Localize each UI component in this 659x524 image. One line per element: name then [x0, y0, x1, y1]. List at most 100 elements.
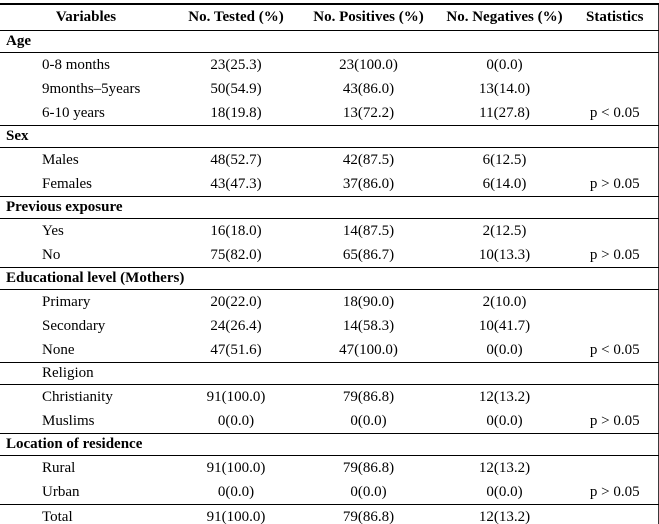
- cell-negatives: 6(12.5): [482, 151, 527, 168]
- column-header-variables: Variables: [0, 4, 172, 31]
- cell-positives: 37(86.0): [342, 175, 395, 192]
- cell-positives: 13(72.2): [342, 104, 395, 121]
- column-header-no-positives: No. Positives (%): [300, 4, 437, 31]
- table-row: Urban 0(0.0) 0(0.0) 0(0.0) p > 0.05: [0, 480, 658, 505]
- cell-tested: 18(19.8): [210, 104, 262, 121]
- cell-statistics: p > 0.05: [589, 412, 640, 429]
- cell-tested: 43(47.3): [210, 175, 262, 192]
- table-row: Primary 20(22.0) 18(90.0) 2(10.0): [0, 290, 658, 315]
- section-header-label: Location of residence: [0, 433, 658, 456]
- cell-statistics: p < 0.05: [589, 341, 640, 358]
- column-header-no-tested: No. Tested (%): [172, 4, 300, 31]
- cell-label: 0-8 months: [42, 56, 110, 73]
- cell-tested: 50(54.9): [210, 80, 262, 97]
- table-row: Christianity 91(100.0) 79(86.8) 12(13.2): [0, 385, 658, 410]
- cell-tested: 0(0.0): [217, 483, 255, 500]
- cell-negatives: 10(13.3): [478, 246, 531, 263]
- cell-positives: 18(90.0): [342, 293, 395, 310]
- cell-negatives: 0(0.0): [486, 412, 523, 429]
- cell-tested: 23(25.3): [210, 56, 262, 73]
- cell-negatives: 6(14.0): [482, 175, 527, 192]
- table-row: Rural 91(100.0) 79(86.8) 12(13.2): [0, 456, 658, 481]
- table-row: Females 43(47.3) 37(86.0) 6(14.0) p > 0.05: [0, 172, 658, 197]
- cell-label: Muslims: [42, 412, 95, 429]
- cell-positives: 79(86.8): [342, 388, 395, 405]
- table-body: Age 0-8 months 23(25.3) 23(100.0) 0(0.0) 9mon…: [0, 30, 658, 524]
- table-row: No 75(82.0) 65(86.7) 10(13.3) p > 0.05: [0, 243, 658, 268]
- section-header-label: Age: [0, 30, 658, 53]
- cell-positives: 14(58.3): [342, 317, 395, 334]
- cell-negatives: 2(12.5): [482, 222, 527, 239]
- cell-tested: 75(82.0): [210, 246, 262, 263]
- cell-negatives: 2(10.0): [482, 293, 527, 310]
- table-row: None 47(51.6) 47(100.0) 0(0.0) p < 0.05: [0, 338, 658, 363]
- cell-statistics: p < 0.05: [589, 104, 640, 121]
- cell-tested: 47(51.6): [210, 341, 262, 358]
- cell-positives: 79(86.8): [300, 504, 437, 524]
- cell-positives: 47(100.0): [339, 341, 398, 358]
- cell-tested: 24(26.4): [210, 317, 262, 334]
- cell-statistics: [572, 53, 658, 78]
- cell-negatives: 12(13.2): [478, 388, 531, 405]
- cell-label: 9months–5years: [42, 80, 141, 97]
- section-header-label: Previous exposure: [0, 196, 658, 219]
- cell-label: Urban: [42, 483, 80, 500]
- cell-statistics: [572, 219, 658, 244]
- column-header-statistics: Statistics: [572, 4, 658, 31]
- cell-statistics: [572, 504, 658, 524]
- cell-tested: 91(100.0): [206, 459, 266, 476]
- cell-negatives: 10(41.7): [478, 317, 531, 334]
- section-header-row: Educational level (Mothers): [0, 267, 658, 290]
- cell-positives: 23(100.0): [339, 56, 398, 73]
- cell-label: Secondary: [42, 317, 106, 334]
- cell-tested: 16(18.0): [210, 222, 262, 239]
- table-row: Males 48(52.7) 42(87.5) 6(12.5): [0, 148, 658, 173]
- cell-tested: 0(0.0): [217, 412, 255, 429]
- cell-label: 6-10 years: [42, 104, 105, 121]
- cell-tested: 48(52.7): [210, 151, 262, 168]
- cell-statistics: [572, 77, 658, 101]
- cell-positives: 0(0.0): [350, 483, 387, 500]
- cell-tested: 91(100.0): [206, 388, 266, 405]
- table-header: Variables No. Tested (%) No. Positives (…: [0, 4, 658, 31]
- cell-positives: 43(86.0): [342, 80, 395, 97]
- column-header-no-negatives: No. Negatives (%): [437, 4, 572, 31]
- cell-positives: 42(87.5): [342, 151, 395, 168]
- section-header-row: Religion: [0, 362, 658, 385]
- cell-statistics: p > 0.05: [589, 483, 640, 500]
- cell-label: Yes: [42, 222, 64, 239]
- cell-tested: 91(100.0): [172, 504, 300, 524]
- cell-negatives: 0(0.0): [486, 56, 523, 73]
- table-row: Secondary 24(26.4) 14(58.3) 10(41.7): [0, 314, 658, 338]
- cell-label: Primary: [42, 293, 91, 310]
- table-row: Yes 16(18.0) 14(87.5) 2(12.5): [0, 219, 658, 244]
- cell-negatives: 12(13.2): [478, 459, 531, 476]
- section-header-label: Educational level (Mothers): [0, 267, 658, 290]
- cell-positives: 14(87.5): [342, 222, 395, 239]
- cell-statistics: [572, 385, 658, 410]
- cell-tested: 20(22.0): [210, 293, 262, 310]
- header-row: Variables No. Tested (%) No. Positives (…: [0, 4, 658, 31]
- cell-label: Females: [42, 175, 92, 192]
- cell-negatives: 13(14.0): [478, 80, 531, 97]
- section-header-row: Sex: [0, 125, 658, 148]
- cell-statistics: [572, 290, 658, 315]
- section-header-row: Age: [0, 30, 658, 53]
- table-row: 0-8 months 23(25.3) 23(100.0) 0(0.0): [0, 53, 658, 78]
- section-header-row: Location of residence: [0, 433, 658, 456]
- cell-label: Rural: [42, 459, 76, 476]
- cell-negatives: 11(27.8): [479, 104, 530, 121]
- table-row: 6-10 years 18(19.8) 13(72.2) 11(27.8) p < 0.…: [0, 101, 658, 126]
- cell-statistics: [572, 456, 658, 481]
- cell-positives: 65(86.7): [342, 246, 395, 263]
- cell-label: None: [42, 341, 75, 358]
- table-row: 9months–5years 50(54.9) 43(86.0) 13(14.0): [0, 77, 658, 101]
- section-header-label: Religion: [0, 362, 658, 385]
- table-row: Muslims 0(0.0) 0(0.0) 0(0.0) p > 0.05: [0, 409, 658, 434]
- cell-negatives: 0(0.0): [486, 483, 523, 500]
- cell-positives: 0(0.0): [350, 412, 387, 429]
- cell-label: No: [42, 246, 61, 263]
- cell-statistics: [572, 148, 658, 173]
- statistics-table: Variables No. Tested (%) No. Positives (…: [0, 3, 659, 524]
